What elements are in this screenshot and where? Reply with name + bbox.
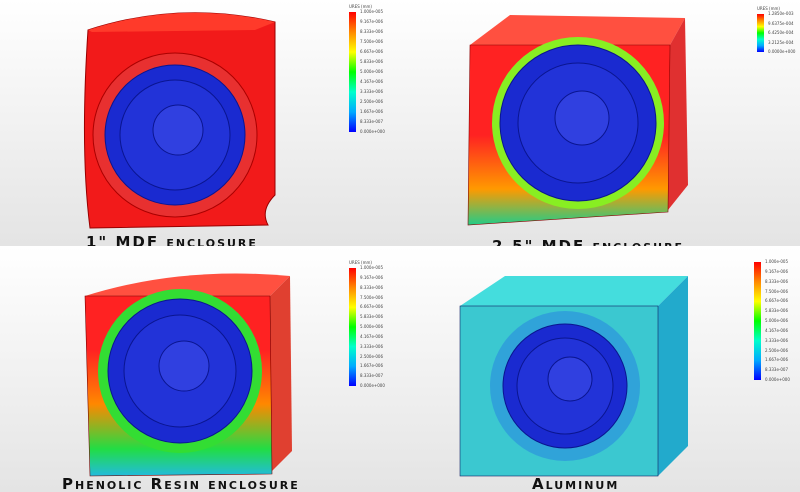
legend-tick: 9.167e-006	[765, 268, 788, 274]
legend-tick: 5.833e-006	[360, 314, 383, 320]
legend-tick: 5.000e-006	[360, 69, 383, 74]
legend-color-bar	[757, 14, 764, 52]
legend-tick: 0.000e+000	[360, 129, 385, 134]
legend-tick: 6.667e-006	[360, 49, 383, 54]
legend-tick: 5.000e-006	[360, 324, 383, 329]
legend-tick: 1.667e-006	[765, 357, 788, 363]
legend-tick: 7.500e-006	[360, 39, 383, 44]
legend-tick: 8.333e-006	[360, 29, 383, 34]
legend-tick: 8.333e-007	[765, 367, 788, 373]
color-legend: URES (mm) 1.2850e-003 9.6375e-004 6.4250e-0…	[757, 6, 795, 54]
legend-tick: 1.000e-005	[765, 259, 788, 264]
caption: Phenolic Resin enclosure	[62, 475, 300, 492]
legend-tick: 0.0000e+000	[768, 49, 796, 54]
legend-tick: 9.167e-006	[360, 19, 383, 24]
legend-tick: 6.667e-006	[765, 298, 788, 304]
legend-tick: 3.333e-006	[360, 89, 383, 94]
legend-tick: 2.500e-006	[765, 347, 788, 353]
caption: Aluminum	[532, 475, 620, 492]
color-legend: URES (mm) 1.000e-005 9.167e-006 8.333e-006 7…	[349, 4, 385, 134]
panel-aluminum: 1.000e-005 9.167e-006 8.333e-006 7.500e-006…	[400, 246, 800, 492]
panel-1in-mdf: URES (mm) 1.000e-005 9.167e-006 8.333e-006 7…	[0, 0, 400, 246]
legend-tick: 0.000e+000	[360, 383, 385, 388]
legend-tick: 5.000e-006	[765, 318, 788, 323]
legend-tick: 1.2850e-003	[768, 11, 794, 16]
legend-tick: 4.167e-006	[765, 327, 788, 333]
legend-tick: 3.333e-006	[765, 337, 788, 343]
legend-tick: 8.333e-006	[360, 284, 383, 290]
legend-tick: 2.500e-006	[360, 99, 383, 104]
legend-tick: 8.333e-007	[360, 119, 383, 124]
caption: 2.5" MDF enclosure	[492, 237, 685, 246]
legend-tick: 6.4250e-004	[768, 30, 794, 35]
legend-tick: 1.667e-006	[360, 109, 383, 114]
enclosure-render	[83, 12, 276, 229]
legend-tick: 4.167e-006	[360, 79, 383, 84]
enclosure-render	[84, 273, 292, 477]
enclosure-render	[459, 276, 688, 477]
legend-color-bar	[349, 12, 356, 132]
legend-tick: 3.333e-006	[360, 343, 383, 349]
legend-tick: 4.167e-006	[360, 333, 383, 339]
legend-tick: 5.833e-006	[360, 59, 383, 64]
legend-tick: 9.167e-006	[360, 274, 383, 280]
legend-tick: 6.667e-006	[360, 304, 383, 310]
legend-tick: 7.500e-006	[360, 294, 383, 300]
legend-tick: 3.2125e-004	[768, 39, 794, 45]
caption: 1" MDF enclosure	[86, 233, 258, 246]
legend-tick: 1.667e-006	[360, 363, 383, 369]
legend-title: URES (mm)	[349, 260, 372, 265]
legend-tick: 8.333e-007	[360, 373, 383, 379]
legend-color-bar	[349, 268, 356, 386]
legend-tick: 1.000e-005	[360, 265, 383, 270]
legend-tick: 7.500e-006	[765, 288, 788, 294]
legend-tick: 8.333e-006	[765, 278, 788, 284]
legend-tick: 0.000e+000	[765, 377, 790, 382]
legend-tick: 1.000e-005	[360, 9, 383, 14]
enclosure-render	[467, 15, 688, 226]
legend-color-bar	[754, 262, 761, 380]
legend-tick: 2.500e-006	[360, 353, 383, 359]
color-legend: URES (mm) 1.000e-005 9.167e-006 8.333e-006 7…	[349, 260, 385, 388]
legend-title: URES (mm)	[757, 6, 780, 11]
legend-tick: 5.833e-006	[765, 308, 788, 314]
legend-tick: 9.6375e-004	[768, 20, 794, 26]
legend-title: URES (mm)	[349, 4, 372, 9]
panel-2-5in-mdf: URES (mm) 1.2850e-003 9.6375e-004 6.4250e-0…	[400, 0, 800, 246]
panel-phenolic-resin: URES (mm) 1.000e-005 9.167e-006 8.333e-006 7…	[0, 246, 400, 492]
